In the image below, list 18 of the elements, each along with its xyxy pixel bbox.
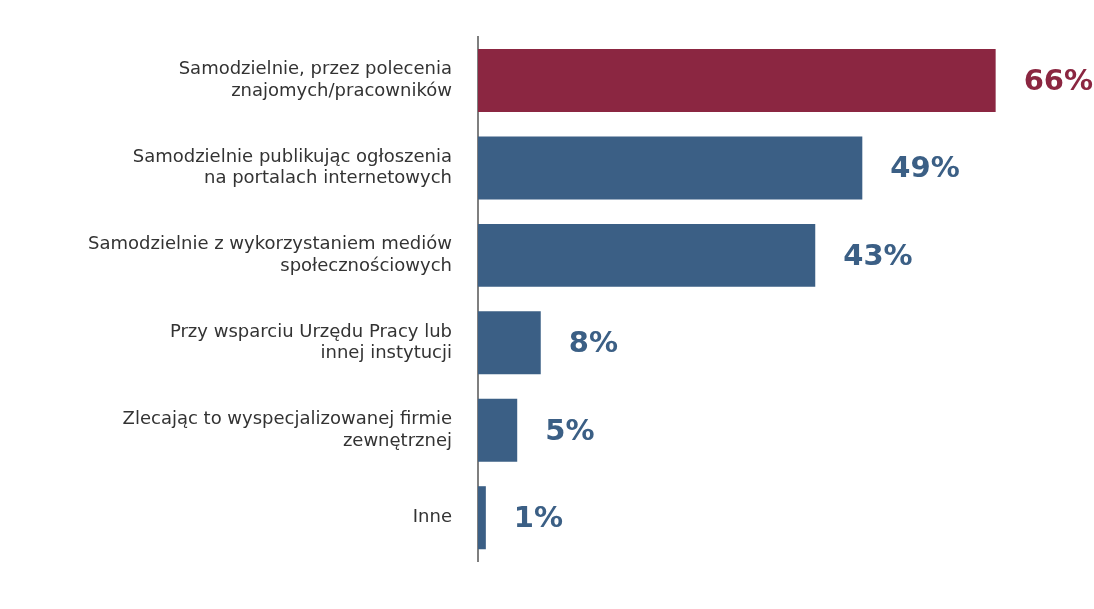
data-label: 49% <box>890 150 960 185</box>
data-label: 1% <box>513 500 564 535</box>
data-label: 5% <box>545 412 595 447</box>
y-tick-label: Inne <box>412 505 452 527</box>
data-label: 66% <box>1023 63 1094 98</box>
y-tick-label: Zlecając to wyspecjalizowanej firmie zewnętrznej <box>122 407 452 450</box>
bar <box>478 486 486 550</box>
bar <box>478 223 816 287</box>
data-label: 8% <box>568 325 618 360</box>
bar <box>478 49 996 112</box>
bar <box>478 398 518 462</box>
y-tick-label: Przy wsparciu Urzędu Pracy lub innej instytucji <box>169 319 452 363</box>
data-label: 43% <box>843 237 913 272</box>
y-tick-label: Samodzielnie publikując ogłoszenia na portalach internetowych <box>132 144 452 188</box>
y-tick-label: Samodzielnie, przez polecenia znajomych/pracowników <box>178 57 452 100</box>
y-tick-label: Samodzielnie z wykorzystaniem mediów społecznościowych <box>88 232 452 275</box>
bar <box>478 136 863 200</box>
bar <box>478 311 541 375</box>
